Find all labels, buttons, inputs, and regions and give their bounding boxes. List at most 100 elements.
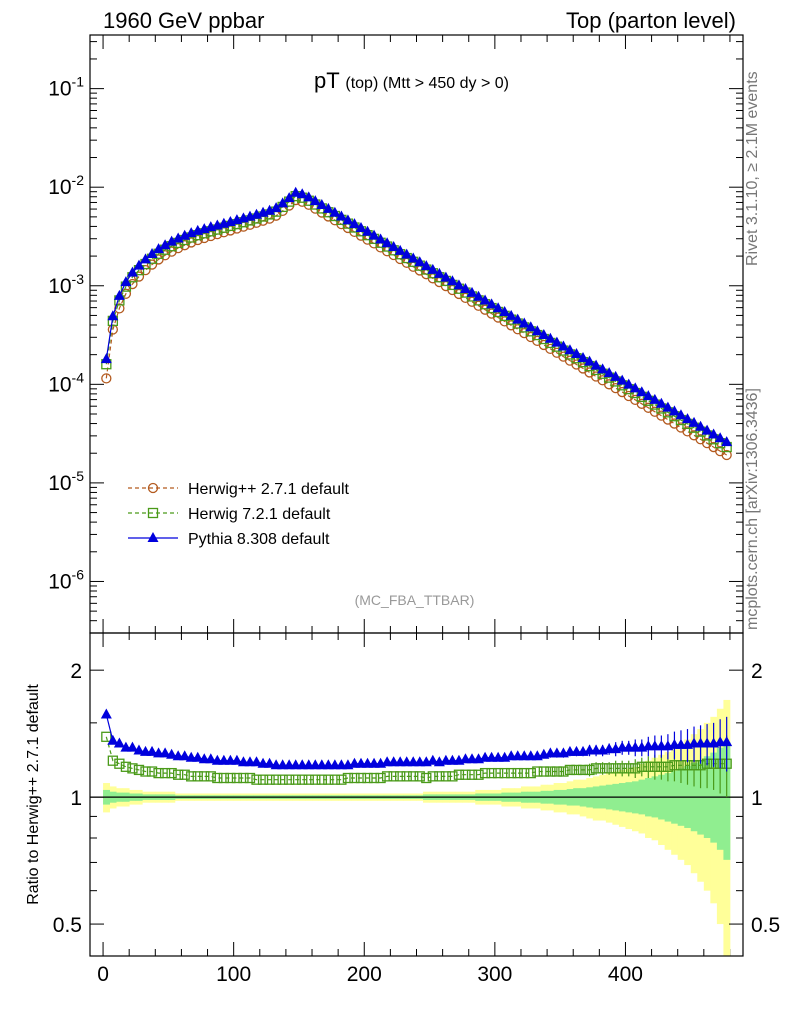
data-point xyxy=(486,298,498,309)
ratio-point xyxy=(264,757,276,768)
data-point xyxy=(120,276,132,287)
data-point xyxy=(296,188,308,199)
data-point xyxy=(133,259,145,270)
ratio-point xyxy=(603,763,615,774)
data-point xyxy=(557,340,569,351)
ratio-point xyxy=(368,772,380,784)
legend-label: Herwig++ 2.7.1 default xyxy=(188,481,350,498)
ratio-point xyxy=(623,763,634,774)
uncertainty-band-bin xyxy=(716,747,724,850)
data-point xyxy=(708,428,720,439)
data-point xyxy=(459,283,471,294)
ratio-point xyxy=(146,745,158,756)
x-tick-label: 200 xyxy=(347,963,382,986)
y-tick-label: 10-2 xyxy=(48,172,84,199)
data-point xyxy=(453,279,465,290)
ratio-point xyxy=(166,767,177,779)
ratio-point xyxy=(225,772,236,784)
data-point xyxy=(577,351,589,362)
ratio-point xyxy=(421,772,432,784)
ratio-point xyxy=(525,767,536,779)
data-point xyxy=(570,348,582,359)
ratio-point xyxy=(551,766,563,777)
data-point xyxy=(492,302,504,313)
data-point xyxy=(597,363,609,374)
ratio-y-tick-label-right: 0.5 xyxy=(751,914,780,937)
legend-label: Pythia 8.308 default xyxy=(188,531,330,548)
ratio-point xyxy=(107,755,119,766)
ratio-panel-bands xyxy=(103,699,731,956)
ratio-point xyxy=(113,737,125,748)
data-point xyxy=(140,253,152,264)
ratio-point xyxy=(486,767,497,779)
ratio-point xyxy=(316,774,327,785)
data-point xyxy=(714,432,726,443)
data-point xyxy=(642,390,654,401)
data-point xyxy=(603,367,615,378)
data-point xyxy=(303,191,315,202)
data-point xyxy=(629,382,641,393)
data-point xyxy=(610,370,622,381)
data-point xyxy=(538,328,550,339)
ratio-point xyxy=(186,771,197,782)
y-tick-label: 10-6 xyxy=(48,566,84,593)
ratio-point xyxy=(277,774,288,785)
ratio-point xyxy=(349,772,360,784)
data-point xyxy=(153,243,165,254)
ratio-y-tick-label-left: 0.5 xyxy=(53,914,82,937)
ratio-point xyxy=(675,760,687,771)
data-point xyxy=(283,192,295,203)
ratio-point xyxy=(610,763,621,774)
data-point xyxy=(146,248,158,259)
data-point xyxy=(140,265,151,276)
ratio-point xyxy=(519,767,530,779)
data-point xyxy=(695,420,707,431)
ratio-point xyxy=(512,767,523,779)
ratio-point xyxy=(323,774,334,785)
ratio-point xyxy=(159,747,171,758)
ratio-point xyxy=(100,708,112,719)
ratio-point xyxy=(721,736,733,747)
ratio-point xyxy=(381,771,393,782)
data-point xyxy=(355,221,367,232)
data-point xyxy=(590,359,602,370)
header-left: 1960 GeV ppbar xyxy=(103,8,265,33)
ratio-point xyxy=(205,753,217,764)
ratio-point xyxy=(597,763,608,774)
ratio-point xyxy=(231,772,243,784)
ratio-point xyxy=(290,774,301,785)
ratio-point xyxy=(499,767,510,779)
chart-texts: pT (top) (Mtt > 450 dy > 0) (MC_FBA_TTBAR… xyxy=(314,68,509,608)
data-point xyxy=(518,317,530,328)
ratio-point xyxy=(506,767,517,779)
data-point xyxy=(375,233,387,244)
ratio-point xyxy=(617,763,628,774)
ratio-point xyxy=(466,769,478,780)
ratio-point xyxy=(231,754,243,765)
ratio-point xyxy=(460,769,471,780)
data-point xyxy=(662,401,674,412)
data-point xyxy=(407,252,419,263)
x-tick-label: 400 xyxy=(608,963,643,986)
data-point xyxy=(394,244,406,255)
ratio-point xyxy=(120,761,132,772)
data-point xyxy=(368,229,380,240)
ratio-point xyxy=(264,774,275,785)
data-point xyxy=(505,309,517,320)
ratio-panel-axes: 0 100 200 300 400 0.5 0.5 1 1 2 2 Ratio to Herwig++… xyxy=(25,632,780,986)
data-point xyxy=(499,306,511,317)
ratio-point xyxy=(362,772,373,784)
ratio-point xyxy=(584,764,595,776)
data-point xyxy=(381,237,393,248)
data-point xyxy=(290,186,302,197)
ratio-point xyxy=(414,771,425,782)
uncertainty-band-bin xyxy=(723,742,731,860)
ratio-line xyxy=(105,736,727,781)
ratio-point xyxy=(153,767,164,779)
ratio-point xyxy=(440,771,452,782)
main-panel-axes: 10-6 10-5 10-4 10-3 10-2 10-1 xyxy=(48,34,744,956)
ratio-point xyxy=(303,774,314,785)
ratio-point xyxy=(355,772,367,784)
legend-marker xyxy=(147,532,159,542)
ratio-plot-frame xyxy=(89,632,744,957)
